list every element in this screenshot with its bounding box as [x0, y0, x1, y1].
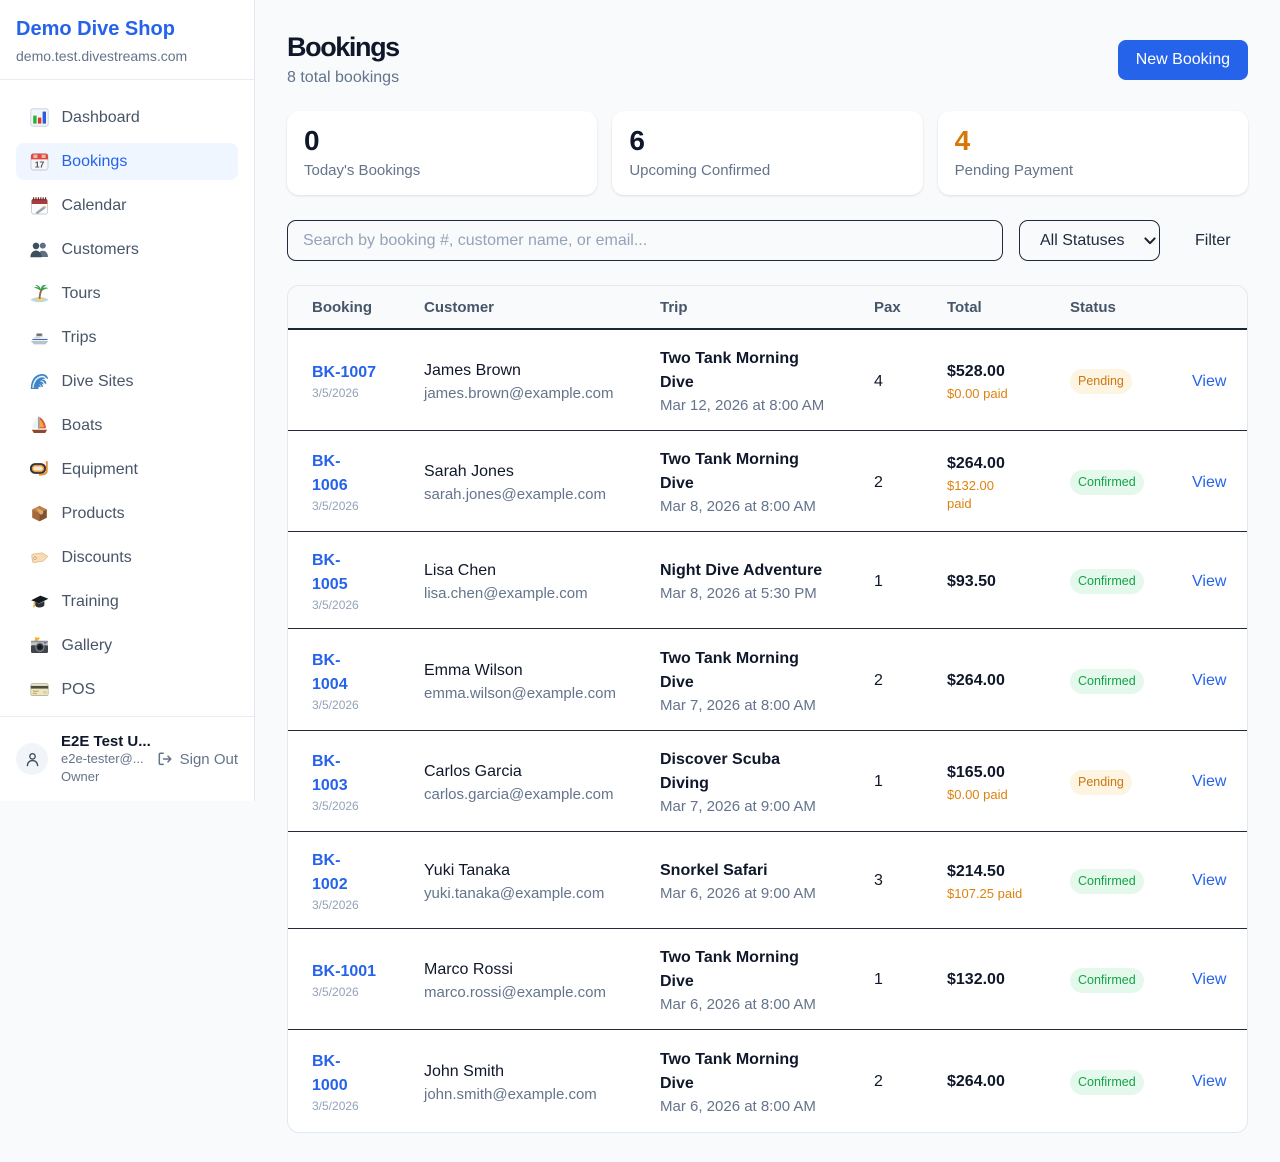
svg-text:17: 17 [35, 160, 45, 170]
